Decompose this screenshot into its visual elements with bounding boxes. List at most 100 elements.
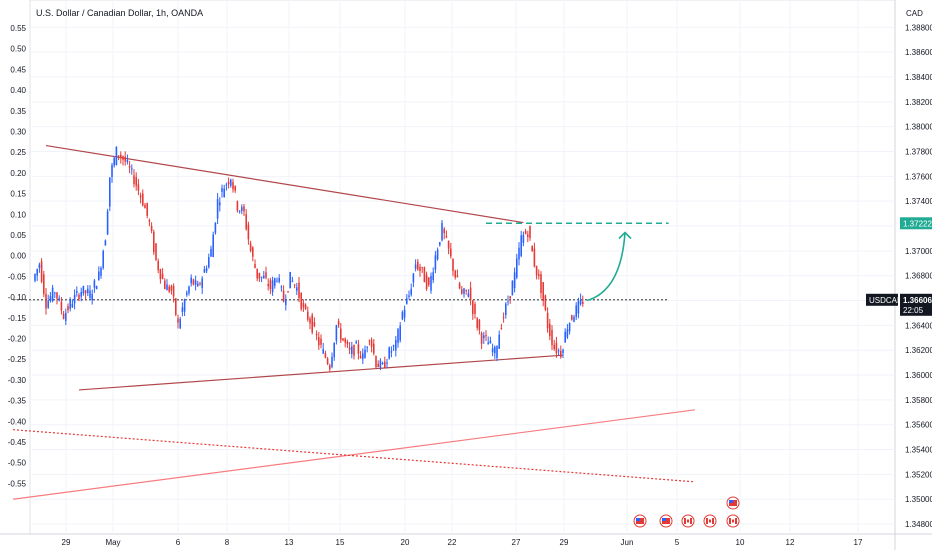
candle-body <box>84 290 87 294</box>
candle-body <box>390 351 393 353</box>
candle-body <box>208 257 210 268</box>
candle-body <box>179 318 181 329</box>
candle-body <box>318 337 320 346</box>
candle-body <box>172 285 175 297</box>
projection-arrow[interactable] <box>586 231 632 302</box>
candle-body <box>241 207 243 211</box>
candle-body <box>293 284 296 286</box>
candle-body <box>362 353 364 360</box>
price-tick-label: 1.37600 <box>905 172 932 181</box>
time-tick-label: 29 <box>62 538 71 547</box>
price-tick-label: 1.35400 <box>905 446 932 455</box>
candle-body <box>126 159 129 162</box>
candle-body <box>203 269 206 273</box>
candle-body <box>445 236 448 238</box>
candle-body <box>62 313 65 319</box>
target-price-label: 1.37222 <box>903 219 932 228</box>
candle-body <box>276 280 278 282</box>
price-tick-label: 1.36000 <box>905 371 932 380</box>
candle-body <box>260 276 263 278</box>
left-axis: 0.55 0.50 0.45 0.40 0.35 0.30 0.25 0.20 0.15 0.10… <box>8 24 27 488</box>
candle-body <box>447 240 450 249</box>
candle-body <box>571 315 573 320</box>
candle-body <box>289 271 291 289</box>
candle-body <box>395 339 397 351</box>
time-tick-label: 5 <box>675 538 680 547</box>
right-axis: 1.38800 1.38600 1.38400 1.38200 1.38000 1.378… <box>905 23 932 529</box>
candle-body <box>428 277 430 285</box>
candle-body <box>469 287 472 300</box>
candle-body <box>98 271 100 280</box>
candle-body <box>331 356 333 368</box>
candle-body <box>230 179 232 186</box>
candle-body <box>128 165 131 168</box>
candle-body <box>351 346 353 354</box>
candle-body <box>392 345 395 347</box>
candle-body <box>399 325 401 341</box>
plot-frame <box>29 0 896 535</box>
candle-body <box>161 273 164 279</box>
candle-body <box>337 321 340 325</box>
us-flag-canton <box>662 518 666 521</box>
candle-body <box>342 338 344 341</box>
candle-body <box>549 323 551 337</box>
candle-body <box>159 269 162 280</box>
candle-body <box>476 318 478 328</box>
candle-body <box>507 301 509 303</box>
candle-body <box>355 341 357 344</box>
candle-body <box>509 296 511 299</box>
percent-tick-label: -0.45 <box>8 438 27 447</box>
ca-flag-left <box>684 518 686 524</box>
candle-body <box>410 288 412 295</box>
percent-tick-label: 0.00 <box>10 252 26 261</box>
candle-body <box>302 302 305 308</box>
ca-flag-left <box>729 518 731 524</box>
candle-body <box>582 301 584 304</box>
candle-body <box>56 292 58 299</box>
candle-body <box>109 177 111 207</box>
candle-body <box>485 335 487 337</box>
candle-body <box>463 288 465 294</box>
time-tick-label: May <box>105 538 120 547</box>
candle-body <box>192 279 195 285</box>
percent-tick-label: 0.15 <box>10 190 26 199</box>
candle-body <box>557 350 560 352</box>
candle-body <box>417 261 419 270</box>
candle-body <box>340 328 342 340</box>
percent-tick-label: 0.20 <box>10 169 26 178</box>
drawing-lines[interactable] <box>12 144 696 500</box>
candle-body <box>533 248 536 267</box>
candle-body <box>120 154 122 158</box>
candle-body <box>177 318 179 323</box>
candle-body <box>78 294 80 299</box>
candle-body <box>76 291 78 293</box>
candle-body <box>153 231 155 253</box>
price-tick-label: 1.36400 <box>905 321 932 330</box>
time-tick-label: 17 <box>854 538 863 547</box>
candle-body <box>91 293 93 301</box>
candles <box>34 146 584 373</box>
price-tick-label: 1.35200 <box>905 470 932 479</box>
event-flags[interactable] <box>633 496 740 528</box>
x-axis: 29 May 6 8 13 15 20 22 27 29 Jun 5 10 12 17 <box>62 538 863 547</box>
candle-body <box>408 295 410 297</box>
candle-body <box>518 247 520 260</box>
candle-body <box>546 312 549 329</box>
time-tick-label: 15 <box>336 538 345 547</box>
candle-body <box>386 362 388 364</box>
time-tick-label: 12 <box>786 538 795 547</box>
candle-body <box>474 304 476 314</box>
price-tick-label: 1.35800 <box>905 396 932 405</box>
candle-body <box>333 342 335 358</box>
projection-arrowhead <box>618 231 632 240</box>
candle-body <box>384 361 386 368</box>
candle-body <box>500 328 503 329</box>
price-tick-label: 1.36800 <box>905 272 932 281</box>
time-tick-label: 8 <box>225 538 230 547</box>
candle-body <box>278 278 280 282</box>
candle-body <box>54 292 56 294</box>
candle-body <box>43 274 45 295</box>
candle-body <box>456 275 459 278</box>
